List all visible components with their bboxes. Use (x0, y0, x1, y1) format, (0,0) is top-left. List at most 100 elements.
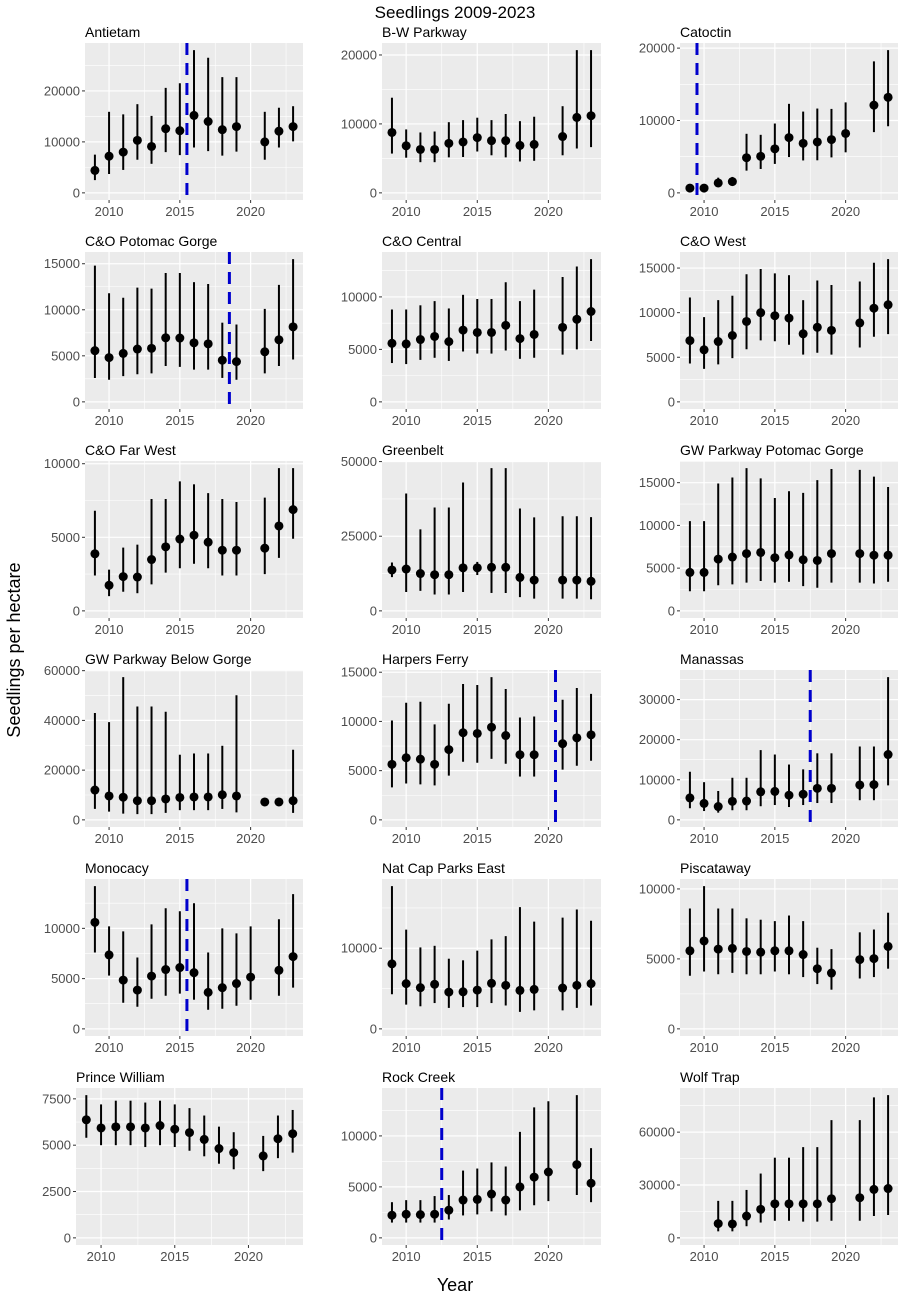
data-point (147, 141, 157, 151)
y-tick-label: 7500 (42, 1091, 71, 1106)
data-point (147, 555, 157, 565)
data-point (699, 567, 709, 577)
y-tick-label: 0 (668, 603, 675, 618)
data-point (288, 952, 298, 962)
y-tick-label: 10000 (341, 116, 377, 131)
data-point (742, 1211, 752, 1221)
data-point (770, 946, 780, 956)
y-tick-label: 0 (668, 185, 675, 200)
panel-title: Harpers Ferry (382, 651, 468, 667)
y-tick-label: 0 (73, 603, 80, 618)
facet-panel: Piscataway 2010 2015 2020 0 5000 10000 (639, 860, 898, 1055)
data-point (132, 135, 142, 145)
x-tick-label: 2015 (463, 1040, 492, 1055)
x-tick-label: 2020 (534, 413, 563, 428)
y-tick-label: 0 (73, 812, 80, 827)
x-tick-label: 2015 (463, 622, 492, 637)
x-tick-label: 2010 (95, 622, 124, 637)
y-tick-label: 0 (668, 394, 675, 409)
x-tick-label: 2020 (831, 1249, 860, 1264)
data-point (104, 950, 114, 960)
data-point (487, 978, 496, 988)
y-tick-label: 20000 (44, 83, 80, 98)
data-point (841, 128, 851, 138)
data-point (415, 144, 425, 154)
data-point (487, 1189, 496, 1199)
data-point (217, 355, 227, 365)
data-point (185, 1128, 194, 1138)
data-point (161, 794, 171, 804)
data-point (401, 141, 411, 151)
data-point (132, 572, 142, 582)
data-point (199, 1134, 209, 1144)
x-tick-label: 2015 (165, 622, 194, 637)
x-tick-label: 2010 (392, 622, 421, 637)
data-point (572, 112, 582, 122)
y-tick-label: 10000 (341, 1128, 377, 1143)
y-tick-label: 10000 (44, 302, 80, 317)
data-point (472, 563, 482, 573)
data-point (869, 1184, 879, 1194)
x-tick-label: 2020 (831, 413, 860, 428)
data-point (713, 337, 723, 347)
y-tick-label: 15000 (639, 475, 675, 490)
data-point (586, 576, 596, 586)
data-point (415, 335, 425, 345)
data-point (132, 796, 142, 806)
data-point (727, 1219, 737, 1229)
data-point (501, 562, 511, 572)
data-point (770, 786, 780, 796)
y-tick-label: 0 (370, 603, 377, 618)
data-point (586, 730, 596, 740)
data-point (558, 739, 568, 749)
data-point (727, 796, 737, 806)
data-point (558, 575, 568, 585)
y-tick-label: 15000 (44, 256, 80, 271)
y-tick-label: 20000 (639, 732, 675, 747)
data-point (229, 1148, 239, 1158)
x-tick-label: 2010 (392, 204, 421, 219)
data-point (558, 322, 568, 332)
facet-panel: Manassas 2010 2015 2020 0 10000 20000 30000 (639, 651, 898, 846)
data-point (558, 983, 568, 993)
data-point (883, 941, 893, 951)
y-tick-label: 5000 (51, 348, 80, 363)
data-point (812, 322, 822, 332)
data-point (175, 792, 185, 802)
data-point (189, 530, 199, 540)
data-point (699, 936, 709, 946)
x-tick-label: 2020 (831, 622, 860, 637)
panel-title: Wolf Trap (680, 1069, 740, 1085)
data-point (387, 959, 397, 969)
data-point (784, 946, 794, 956)
x-tick-label: 2015 (760, 831, 789, 846)
data-point (214, 1144, 224, 1154)
y-tick-label: 0 (668, 812, 675, 827)
data-point (742, 946, 752, 956)
x-tick-label: 2020 (534, 831, 563, 846)
data-point (401, 1209, 411, 1219)
panel-title: Nat Cap Parks East (382, 860, 505, 876)
data-point (826, 1194, 836, 1204)
data-point (826, 783, 836, 793)
y-tick-label: 10000 (341, 714, 377, 729)
x-tick-label: 2015 (463, 413, 492, 428)
x-tick-label: 2020 (236, 831, 265, 846)
data-point (260, 797, 270, 807)
chart-title: Seedlings 2009-2023 (375, 3, 536, 22)
data-point (699, 798, 709, 808)
y-tick-label: 5000 (348, 1179, 377, 1194)
y-tick-label: 5000 (51, 530, 80, 545)
data-point (260, 347, 270, 357)
data-point (727, 177, 737, 187)
x-tick-label: 2015 (165, 413, 194, 428)
x-tick-label: 2015 (760, 204, 789, 219)
data-point (529, 750, 539, 760)
data-point (586, 307, 596, 317)
data-point (458, 325, 468, 335)
data-point (699, 183, 709, 193)
data-point (161, 965, 171, 975)
data-point (713, 178, 723, 188)
data-point (260, 543, 270, 553)
